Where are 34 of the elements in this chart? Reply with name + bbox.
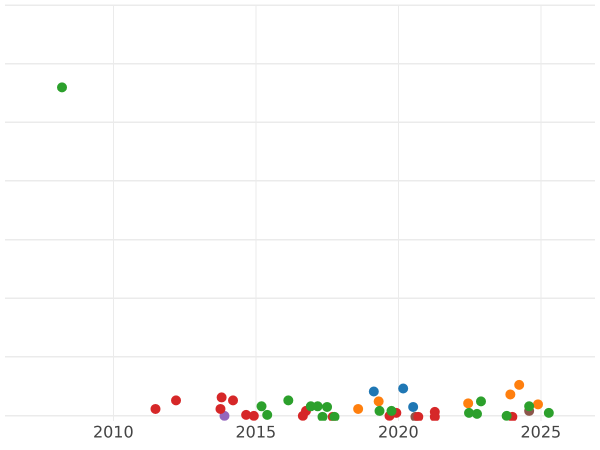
point <box>398 384 408 394</box>
point <box>312 401 323 412</box>
point <box>532 399 543 410</box>
point <box>476 396 486 406</box>
point <box>472 408 482 419</box>
x-tick-label: 2025 <box>520 422 562 442</box>
x-tick-label: 2015 <box>235 422 276 442</box>
point <box>386 406 396 416</box>
point <box>463 398 474 408</box>
point <box>374 396 384 406</box>
point <box>322 402 332 412</box>
point <box>514 380 524 390</box>
point <box>374 406 385 416</box>
point <box>544 408 554 418</box>
point <box>283 395 294 406</box>
point <box>150 404 160 414</box>
point <box>408 402 418 412</box>
point <box>413 412 424 421</box>
point <box>318 412 328 421</box>
point <box>505 389 516 400</box>
point <box>256 401 267 412</box>
point <box>368 386 379 396</box>
point <box>171 395 182 406</box>
point <box>353 404 364 414</box>
point <box>216 392 227 402</box>
point <box>57 82 68 92</box>
point <box>248 410 259 421</box>
point <box>215 404 226 414</box>
point <box>262 410 272 420</box>
x-tick-label: 2010 <box>92 422 134 442</box>
x-tick-label: 2020 <box>378 422 419 442</box>
point <box>228 395 238 406</box>
point <box>502 410 512 421</box>
point <box>524 401 534 412</box>
